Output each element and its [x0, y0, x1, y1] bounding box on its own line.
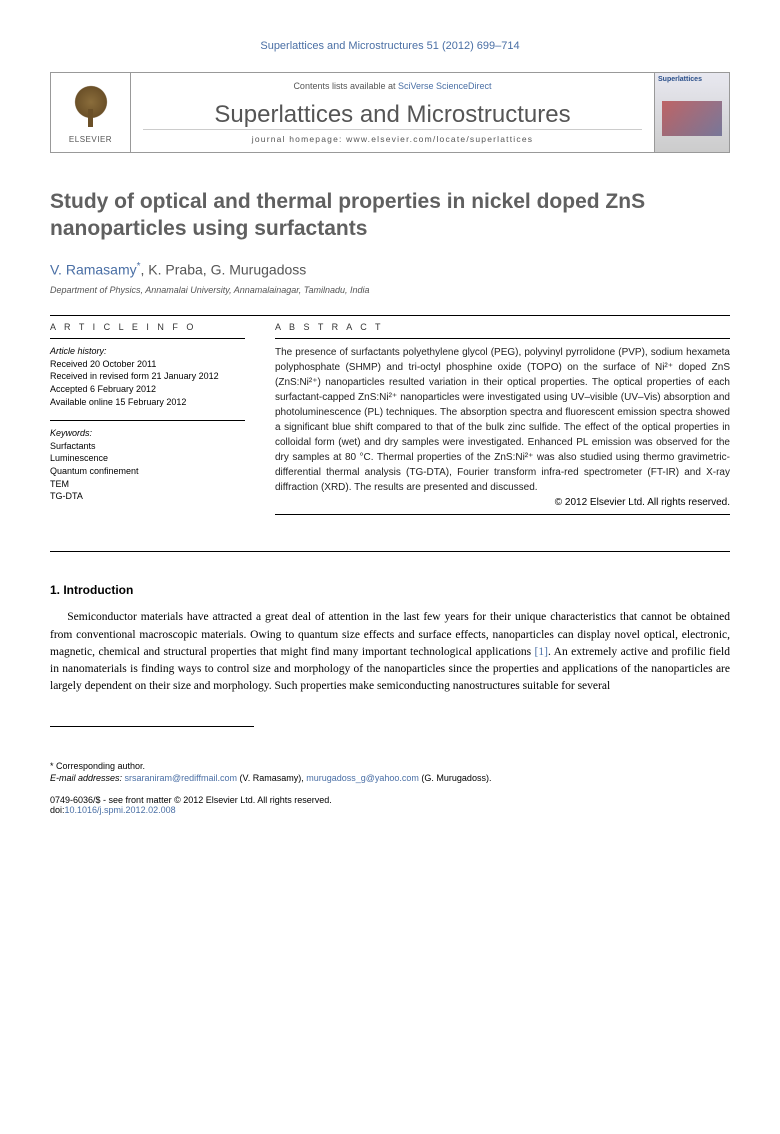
publisher-logo-box: ELSEVIER [51, 73, 131, 152]
keywords-label: Keywords: [50, 427, 245, 440]
doi-link[interactable]: 10.1016/j.spmi.2012.02.008 [65, 805, 176, 815]
footnote-block: * Corresponding author. E-mail addresses… [50, 757, 730, 783]
info-abstract-row: A R T I C L E I N F O Article history: R… [50, 322, 730, 521]
keyword: TG-DTA [50, 490, 245, 503]
divider [275, 514, 730, 515]
article-title: Study of optical and thermal properties … [50, 188, 730, 243]
footnote-divider [50, 726, 254, 727]
divider [50, 420, 245, 421]
divider [50, 315, 730, 316]
abstract-copyright: © 2012 Elsevier Ltd. All rights reserved… [275, 497, 730, 508]
email-line: E-mail addresses: srsaraniram@rediffmail… [50, 773, 730, 783]
journal-homepage[interactable]: journal homepage: www.elsevier.com/locat… [143, 129, 642, 144]
sciencedirect-link[interactable]: SciVerse ScienceDirect [398, 81, 492, 91]
journal-masthead: ELSEVIER Contents lists available at Sci… [50, 72, 730, 153]
abstract-text: The presence of surfactants polyethylene… [275, 345, 730, 495]
keyword: Surfactants [50, 440, 245, 453]
divider [50, 338, 245, 339]
revised-date: Received in revised form 21 January 2012 [50, 370, 245, 383]
cover-title: Superlattices [658, 76, 726, 83]
abstract-heading: A B S T R A C T [275, 322, 730, 332]
keyword: Quantum confinement [50, 465, 245, 478]
keyword: Luminescence [50, 452, 245, 465]
article-history-block: Article history: Received 20 October 201… [50, 345, 245, 408]
history-label: Article history: [50, 345, 245, 358]
author-1[interactable]: V. Ramasamy [50, 261, 137, 277]
contents-available-line: Contents lists available at SciVerse Sci… [143, 81, 642, 91]
intro-paragraph: Semiconductor materials have attracted a… [50, 609, 730, 695]
cover-image-icon [662, 101, 721, 137]
doi-block: 0749-6036/$ - see front matter © 2012 El… [50, 795, 730, 815]
email-1[interactable]: srsaraniram@rediffmail.com [125, 773, 238, 783]
article-info-column: A R T I C L E I N F O Article history: R… [50, 322, 245, 521]
doi-prefix: doi: [50, 805, 65, 815]
keywords-block: Keywords: Surfactants Luminescence Quant… [50, 427, 245, 503]
journal-title: Superlattices and Microstructures [143, 101, 642, 129]
journal-center: Contents lists available at SciVerse Sci… [131, 73, 654, 152]
article-info-heading: A R T I C L E I N F O [50, 322, 245, 332]
online-date: Available online 15 February 2012 [50, 396, 245, 409]
issn-line: 0749-6036/$ - see front matter © 2012 El… [50, 795, 730, 805]
publisher-name: ELSEVIER [69, 135, 112, 144]
email-1-name: (V. Ramasamy), [237, 773, 306, 783]
authors-line: V. Ramasamy*, K. Praba, G. Murugadoss [50, 261, 730, 278]
header-citation: Superlattices and Microstructures 51 (20… [50, 40, 730, 52]
keyword: TEM [50, 478, 245, 491]
email-2[interactable]: murugadoss_g@yahoo.com [306, 773, 419, 783]
received-date: Received 20 October 2011 [50, 358, 245, 371]
page-container: Superlattices and Microstructures 51 (20… [0, 0, 780, 855]
elsevier-tree-icon [66, 82, 116, 132]
section-1-heading: 1. Introduction [50, 583, 730, 597]
citation-ref-1[interactable]: [1] [535, 646, 548, 658]
email-label: E-mail addresses: [50, 773, 125, 783]
authors-rest: , K. Praba, G. Murugadoss [141, 261, 307, 277]
accepted-date: Accepted 6 February 2012 [50, 383, 245, 396]
doi-line: doi:10.1016/j.spmi.2012.02.008 [50, 805, 730, 815]
affiliation: Department of Physics, Annamalai Univers… [50, 285, 730, 295]
divider [50, 551, 730, 552]
journal-cover-thumbnail: Superlattices [654, 73, 729, 152]
abstract-column: A B S T R A C T The presence of surfacta… [275, 322, 730, 521]
divider [275, 338, 730, 339]
corresponding-author-note: * Corresponding author. [50, 761, 730, 771]
email-2-name: (G. Murugadoss). [419, 773, 492, 783]
contents-prefix: Contents lists available at [293, 81, 398, 91]
